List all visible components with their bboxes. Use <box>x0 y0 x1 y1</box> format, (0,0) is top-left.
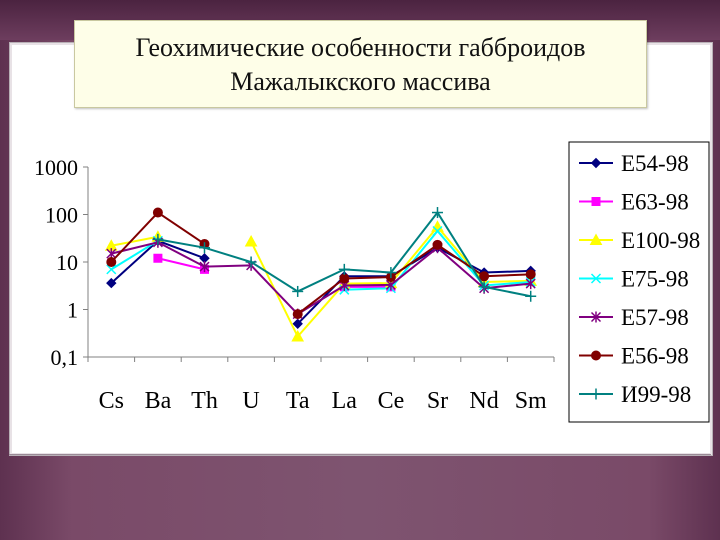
x-tick-label: Sr <box>427 388 448 414</box>
chart-title-line-1: Геохимические особенности габброидов <box>135 33 586 62</box>
chart-title-line-2: Мажалыкского массива <box>230 67 491 96</box>
data-point <box>199 242 210 254</box>
data-point <box>432 207 443 219</box>
legend-label: E57-98 <box>621 305 689 330</box>
legend-item: E75-98 <box>579 267 689 292</box>
legend-label: E100-98 <box>621 228 700 253</box>
x-tick-label: Ta <box>286 388 310 414</box>
data-point <box>385 267 397 279</box>
legend-label: E54-98 <box>621 151 689 176</box>
series-line <box>110 239 159 271</box>
data-point <box>199 261 210 273</box>
x-tick-label: La <box>332 388 358 414</box>
legend-item: E54-98 <box>579 151 689 176</box>
x-tick-label: Sm <box>515 388 547 414</box>
data-point <box>478 281 490 293</box>
data-point <box>525 269 536 280</box>
data-point <box>106 264 117 275</box>
data-point <box>153 253 163 263</box>
data-point <box>245 256 257 268</box>
data-point <box>106 277 117 289</box>
legend-item: E100-98 <box>579 228 700 253</box>
legend-item: E57-98 <box>579 305 689 330</box>
data-point <box>292 285 304 297</box>
x-tick-label: Th <box>191 388 218 414</box>
y-tick-label: 100 <box>45 203 78 228</box>
y-tick-label: 10 <box>56 250 78 275</box>
legend-marker <box>591 350 601 361</box>
series-line <box>157 257 205 271</box>
legend-item: E63-98 <box>579 190 689 215</box>
y-tick-label: 1 <box>67 298 78 323</box>
series-line <box>297 243 531 315</box>
data-point <box>152 207 163 218</box>
series-line <box>111 235 159 247</box>
legend-marker <box>589 233 603 245</box>
data-point <box>525 290 537 302</box>
series-И99-98 <box>152 207 537 302</box>
legend-label: E63-98 <box>621 190 689 215</box>
legend-marker <box>591 197 601 206</box>
data-point <box>292 309 303 320</box>
legend-item: E56-98 <box>579 344 689 369</box>
legend-marker <box>590 388 602 400</box>
x-tick-label: Cs <box>99 388 124 414</box>
legend-marker <box>590 157 602 169</box>
legend-marker <box>590 311 602 323</box>
chart-title-box: Геохимические особенности габброидов Маж… <box>74 20 647 108</box>
data-point <box>292 318 303 330</box>
data-point <box>152 233 164 245</box>
data-point <box>291 329 305 342</box>
x-tick-label: Ce <box>378 388 405 414</box>
legend-label: E75-98 <box>621 267 689 292</box>
y-tick-label: 0,1 <box>51 345 79 370</box>
data-point <box>339 273 350 284</box>
series-layer <box>104 207 538 342</box>
data-point <box>525 278 536 290</box>
data-point <box>106 257 117 267</box>
series-E56-98 <box>106 207 536 320</box>
series-E57-98 <box>106 236 536 320</box>
y-tick-label: 1000 <box>34 155 78 180</box>
data-point <box>338 263 350 275</box>
x-tick-label: Nd <box>469 388 498 414</box>
legend-label: И99-98 <box>621 382 691 407</box>
data-point <box>479 271 490 282</box>
x-tick-label: U <box>242 388 259 414</box>
legend-marker <box>590 273 602 284</box>
data-point <box>432 239 443 250</box>
data-point <box>244 234 258 247</box>
legend: E54-98 E63-98 E100-98 E75-98 E57-98 E56-98 И99… <box>568 141 710 423</box>
x-tick-label: Ba <box>145 388 172 414</box>
panel-bottom-edge <box>9 454 711 455</box>
legend-label: E56-98 <box>621 344 689 369</box>
legend-item: И99-98 <box>579 382 691 407</box>
axes-layer: 1000 100 10 1 0,1 Cs Ba Th U Ta La Ce Sr Nd Sm <box>34 155 555 414</box>
data-point <box>432 225 443 237</box>
series-line <box>111 241 531 316</box>
